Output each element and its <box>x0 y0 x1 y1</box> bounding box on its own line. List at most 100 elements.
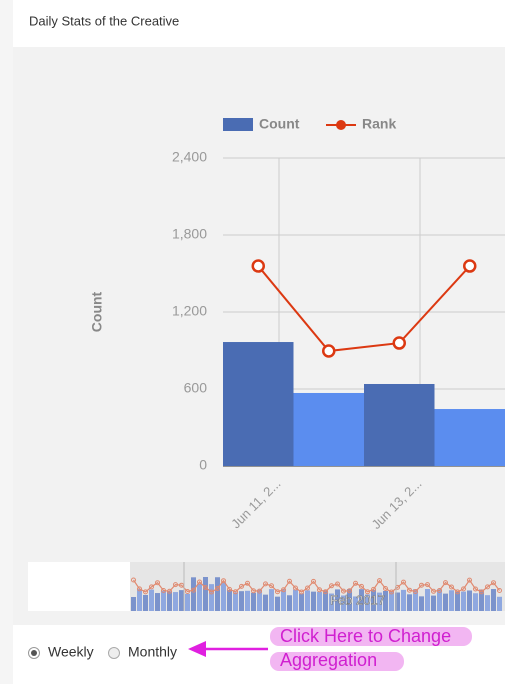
rank-point <box>251 259 265 273</box>
nav-bar <box>281 589 286 611</box>
nav-bar <box>209 584 214 611</box>
navigator-mask <box>28 562 130 611</box>
bar <box>293 392 364 466</box>
nav-dot <box>293 585 298 591</box>
nav-bar <box>323 590 328 611</box>
nav-bar <box>431 595 436 611</box>
nav-dot <box>251 588 256 594</box>
rank-point <box>392 336 406 350</box>
nav-dot <box>383 586 388 591</box>
nav-bar <box>173 592 178 611</box>
y-tick-label: 0 <box>199 457 207 473</box>
nav-bar <box>365 594 370 611</box>
nav-dot <box>485 584 490 590</box>
y-tick-label: 1,200 <box>172 303 207 319</box>
nav-bar <box>203 577 208 611</box>
legend-dot <box>336 120 346 130</box>
y-tick-label: 1,800 <box>172 226 207 242</box>
nav-bar <box>377 592 382 611</box>
y-tick-label: 600 <box>184 380 208 396</box>
nav-dot <box>299 589 304 595</box>
radio-monthly[interactable] <box>108 647 120 659</box>
nav-bar <box>383 590 388 611</box>
nav-dot <box>269 583 274 589</box>
nav-bar <box>347 589 352 611</box>
y-tick-label: 2,400 <box>172 149 207 165</box>
nav-bar <box>191 577 196 611</box>
nav-bar <box>299 593 304 611</box>
nav-dot <box>491 580 496 586</box>
nav-dot <box>347 588 352 594</box>
nav-dot <box>257 588 262 594</box>
nav-bar <box>239 591 244 611</box>
nav-bar <box>275 596 280 611</box>
nav-dot <box>407 587 412 593</box>
annotation-text: Aggregation <box>280 650 377 670</box>
nav-dot <box>239 583 244 589</box>
nav-bar <box>269 589 274 611</box>
rank-point <box>463 259 477 273</box>
nav-dot <box>233 589 238 595</box>
arrow-head <box>188 641 206 657</box>
legend-label: Count <box>259 116 300 132</box>
nav-dot <box>413 589 418 594</box>
nav-dot <box>329 583 334 589</box>
nav-dot <box>137 586 142 592</box>
nav-bar <box>197 583 202 611</box>
nav-dot <box>449 584 454 590</box>
radio-selected <box>31 650 37 656</box>
nav-dot <box>341 588 346 594</box>
annotation: Click Here to Change Aggregation <box>188 626 472 671</box>
nav-dot <box>335 581 340 587</box>
nav-bar <box>455 591 460 611</box>
nav-bar <box>317 591 322 611</box>
highlight <box>270 652 404 671</box>
nav-dot <box>161 588 166 593</box>
nav-dot <box>323 589 328 595</box>
option-label[interactable]: Weekly <box>48 644 94 660</box>
nav-bar <box>449 590 454 611</box>
nav-dot <box>317 587 322 593</box>
nav-dot <box>221 578 226 584</box>
rank-point <box>322 344 336 358</box>
nav-dot <box>275 589 280 595</box>
nav-bar <box>263 594 268 611</box>
option-label[interactable]: Monthly <box>128 644 177 660</box>
nav-bar <box>155 593 160 611</box>
nav-bar <box>257 589 262 611</box>
bar <box>364 383 435 466</box>
nav-bar <box>287 595 292 611</box>
nav-dot <box>401 579 406 585</box>
nav-bar <box>161 590 166 611</box>
nav-bar <box>359 589 364 611</box>
nav-bar <box>473 593 478 611</box>
nav-dot <box>245 580 250 586</box>
legend-label: Rank <box>362 116 396 132</box>
nav-bar <box>461 591 466 611</box>
nav-dot <box>359 583 364 589</box>
nav-dot <box>419 582 424 588</box>
nav-dot <box>203 585 208 590</box>
highlight <box>270 627 472 646</box>
nav-bar <box>497 596 502 611</box>
nav-bar <box>401 589 406 611</box>
bar <box>223 342 294 466</box>
nav-dot <box>443 580 448 586</box>
nav-bar <box>491 589 496 611</box>
nav-bar <box>137 589 142 611</box>
nav-bar <box>425 589 430 611</box>
nav-bar <box>227 589 232 611</box>
legend-swatch <box>223 118 253 131</box>
nav-bar <box>245 590 250 611</box>
nav-dot <box>431 588 436 594</box>
nav-dot <box>197 579 202 585</box>
nav-dot <box>461 586 466 592</box>
nav-bar <box>221 582 226 611</box>
nav-dot <box>377 578 382 584</box>
nav-bar <box>413 589 418 611</box>
nav-bar <box>179 590 184 611</box>
nav-dot <box>155 580 160 586</box>
nav-bar <box>443 593 448 611</box>
nav-bar <box>185 593 190 611</box>
